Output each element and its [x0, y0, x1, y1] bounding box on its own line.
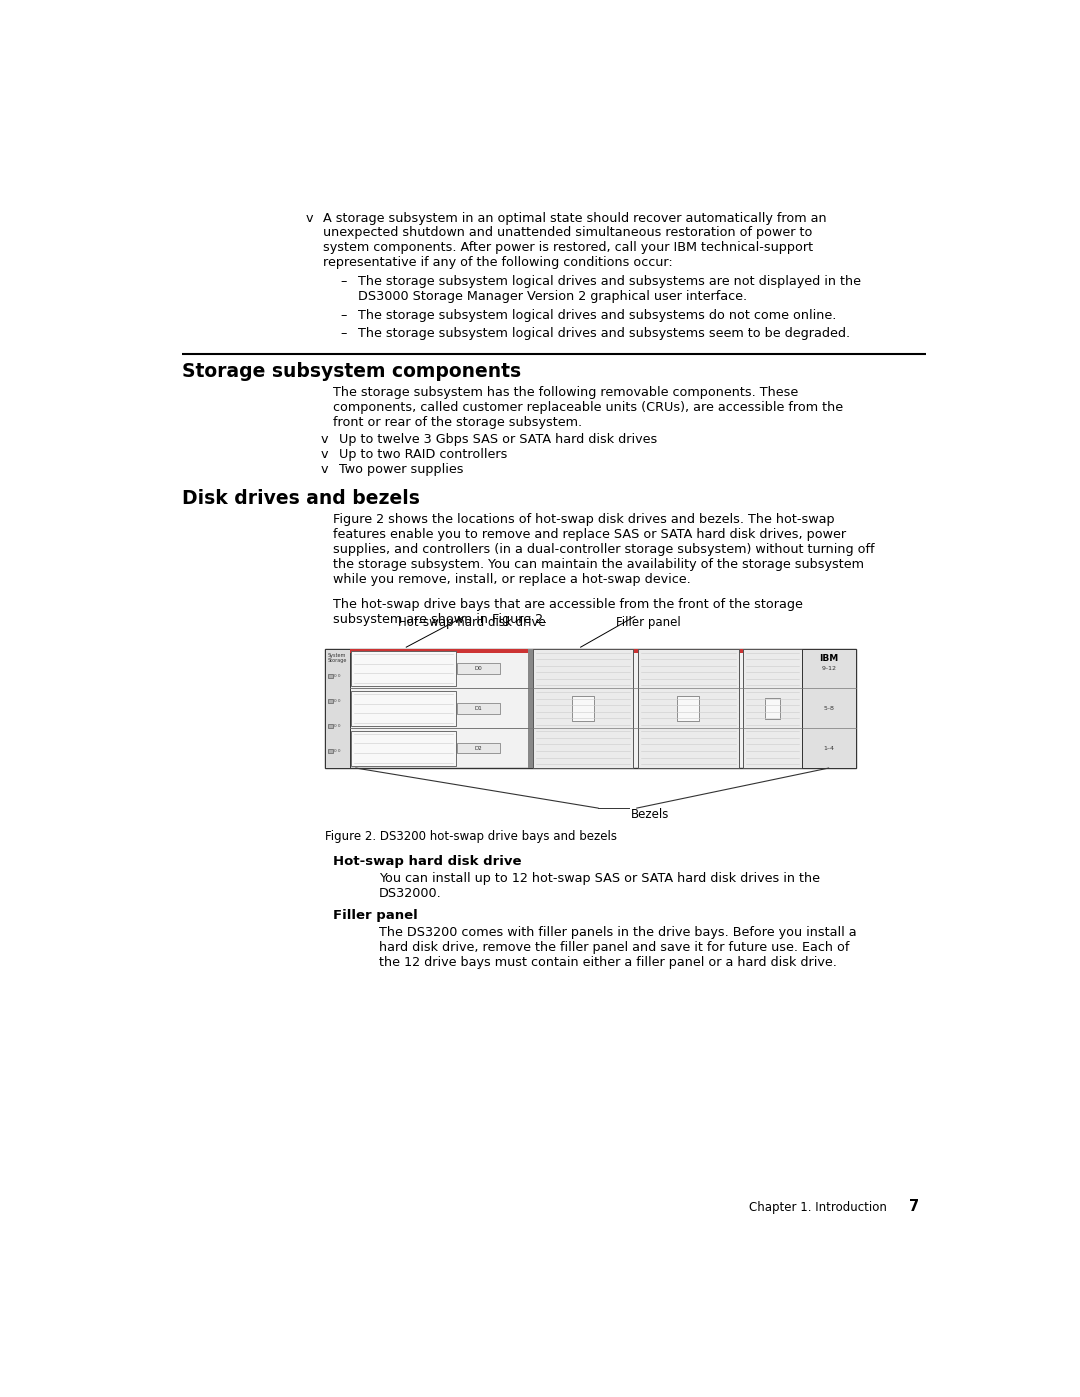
Text: the 12 drive bays must contain either a filler panel or a hard disk drive.: the 12 drive bays must contain either a … — [379, 956, 837, 968]
Bar — [351, 690, 456, 726]
Bar — [350, 650, 826, 654]
Text: Figure 2. DS3200 hot-swap drive bays and bezels: Figure 2. DS3200 hot-swap drive bays and… — [325, 830, 617, 842]
Bar — [325, 648, 855, 768]
Text: representative if any of the following conditions occur:: representative if any of the following c… — [323, 257, 672, 270]
Bar — [532, 648, 633, 768]
Text: The storage subsystem has the following removable components. These: The storage subsystem has the following … — [333, 387, 798, 400]
Text: 1–4: 1–4 — [823, 746, 834, 750]
Text: v: v — [321, 464, 328, 476]
Bar — [351, 731, 456, 766]
Text: 0 0: 0 0 — [334, 724, 340, 728]
Text: D2: D2 — [475, 746, 483, 750]
Text: The storage subsystem logical drives and subsystems seem to be degraded.: The storage subsystem logical drives and… — [359, 327, 850, 341]
Bar — [458, 743, 500, 753]
Text: 0 0: 0 0 — [334, 749, 340, 753]
Text: 0 0: 0 0 — [334, 673, 340, 678]
Text: Bezels: Bezels — [631, 807, 669, 820]
Text: hard disk drive, remove the filler panel and save it for future use. Each of: hard disk drive, remove the filler panel… — [379, 940, 850, 954]
Text: 0 0: 0 0 — [334, 698, 340, 703]
Bar — [638, 648, 739, 768]
Text: supplies, and controllers (in a dual-controller storage subsystem) without turni: supplies, and controllers (in a dual-con… — [333, 543, 874, 556]
Text: 9–12: 9–12 — [821, 666, 836, 671]
Text: The storage subsystem logical drives and subsystems are not displayed in the: The storage subsystem logical drives and… — [359, 275, 861, 288]
Text: –: – — [340, 275, 347, 288]
Text: –: – — [340, 327, 347, 341]
Text: D1: D1 — [475, 705, 483, 711]
Text: A storage subsystem in an optimal state should recover automatically from an: A storage subsystem in an optimal state … — [323, 211, 826, 225]
Bar — [528, 648, 532, 768]
Text: The hot-swap drive bays that are accessible from the front of the storage: The hot-swap drive bays that are accessi… — [333, 598, 802, 610]
Bar — [743, 648, 801, 768]
Text: System
Storage: System Storage — [327, 652, 347, 664]
Text: v: v — [306, 211, 313, 225]
Text: IBM: IBM — [819, 654, 838, 664]
Bar — [325, 648, 350, 768]
Text: subsystem are shown in Figure 2.: subsystem are shown in Figure 2. — [333, 613, 546, 626]
Text: DS32000.: DS32000. — [379, 887, 442, 900]
Text: unexpected shutdown and unattended simultaneous restoration of power to: unexpected shutdown and unattended simul… — [323, 226, 812, 239]
Text: features enable you to remove and replace SAS or SATA hard disk drives, power: features enable you to remove and replac… — [333, 528, 846, 541]
Text: the storage subsystem. You can maintain the availability of the storage subsyste: the storage subsystem. You can maintain … — [333, 559, 864, 571]
Bar — [328, 724, 333, 728]
Text: system components. After power is restored, call your IBM technical-support: system components. After power is restor… — [323, 242, 812, 254]
Text: components, called customer replaceable units (CRUs), are accessible from the: components, called customer replaceable … — [333, 401, 842, 415]
Text: 7: 7 — [909, 1199, 919, 1214]
Text: Figure 2 shows the locations of hot-swap disk drives and bezels. The hot-swap: Figure 2 shows the locations of hot-swap… — [333, 513, 834, 527]
Bar — [765, 697, 780, 719]
Bar — [572, 696, 594, 721]
Bar — [677, 696, 699, 721]
Bar — [458, 664, 500, 673]
Text: Chapter 1. Introduction: Chapter 1. Introduction — [748, 1201, 887, 1214]
Text: Filler panel: Filler panel — [616, 616, 680, 629]
Text: v: v — [321, 433, 328, 447]
Text: You can install up to 12 hot-swap SAS or SATA hard disk drives in the: You can install up to 12 hot-swap SAS or… — [379, 872, 820, 884]
Text: front or rear of the storage subsystem.: front or rear of the storage subsystem. — [333, 416, 582, 429]
Text: while you remove, install, or replace a hot-swap device.: while you remove, install, or replace a … — [333, 573, 690, 587]
Text: DS3000 Storage Manager Version 2 graphical user interface.: DS3000 Storage Manager Version 2 graphic… — [359, 291, 747, 303]
Text: Disk drives and bezels: Disk drives and bezels — [181, 489, 419, 509]
Text: 5–8: 5–8 — [823, 705, 834, 711]
Text: Up to two RAID controllers: Up to two RAID controllers — [339, 448, 508, 461]
Text: Filler panel: Filler panel — [333, 909, 417, 922]
Text: Hot-swap hard disk drive: Hot-swap hard disk drive — [333, 855, 522, 868]
Text: –: – — [340, 309, 347, 321]
Bar — [801, 648, 855, 768]
Text: The DS3200 comes with filler panels in the drive bays. Before you install a: The DS3200 comes with filler panels in t… — [379, 926, 856, 939]
Text: The storage subsystem logical drives and subsystems do not come online.: The storage subsystem logical drives and… — [359, 309, 837, 321]
Bar — [328, 673, 333, 678]
Bar — [458, 703, 500, 714]
Text: Two power supplies: Two power supplies — [339, 464, 463, 476]
Bar — [328, 698, 333, 703]
Text: v: v — [321, 448, 328, 461]
Text: D0: D0 — [475, 666, 483, 671]
Text: Up to twelve 3 Gbps SAS or SATA hard disk drives: Up to twelve 3 Gbps SAS or SATA hard dis… — [339, 433, 657, 447]
Text: Storage subsystem components: Storage subsystem components — [181, 362, 521, 381]
Bar — [351, 651, 456, 686]
Bar — [328, 749, 333, 753]
Text: Hot-swap hard disk drive: Hot-swap hard disk drive — [399, 616, 546, 629]
